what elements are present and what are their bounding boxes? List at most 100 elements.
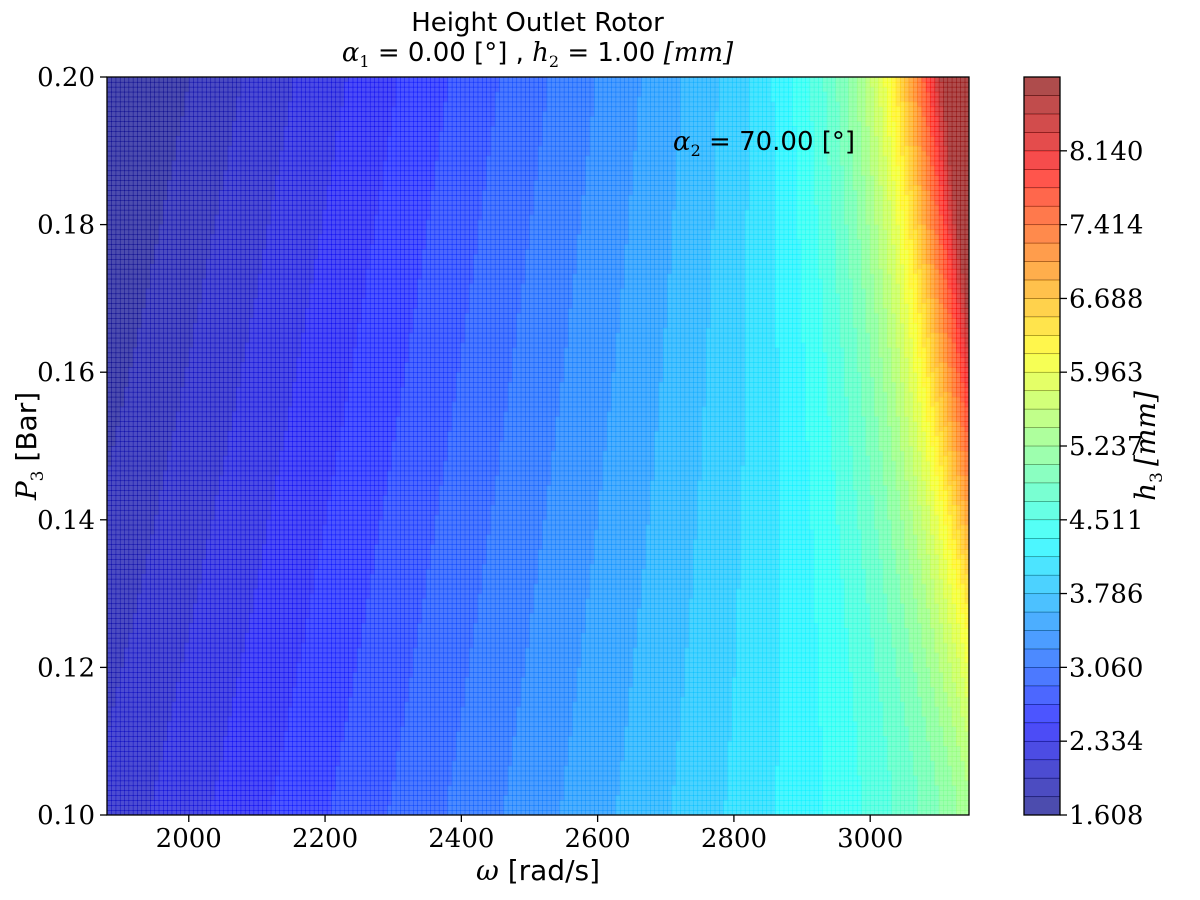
contour-cell [236, 367, 242, 373]
contour-cell [163, 121, 168, 127]
contour-cell [219, 337, 224, 344]
contour-cell [210, 77, 216, 83]
contour-cell [193, 628, 199, 634]
contour-cell [137, 667, 143, 673]
contour-cell [197, 692, 203, 698]
contour-cell [158, 288, 164, 295]
contour-cell [128, 77, 134, 83]
contour-cell [115, 441, 121, 447]
contour-cell [201, 470, 207, 477]
contour-cell [236, 416, 242, 422]
contour-cell [223, 406, 229, 413]
contour-cell [171, 701, 177, 708]
contour-cell [119, 386, 125, 393]
contour-cell [206, 500, 212, 506]
contour-cell [188, 731, 194, 737]
contour-cell [180, 190, 186, 196]
contour-cell [180, 706, 186, 713]
contour-cell [167, 377, 173, 383]
contour-cell [124, 224, 130, 231]
contour-cell [180, 377, 186, 383]
contour-cell [124, 480, 130, 486]
contour-cell [240, 509, 246, 516]
contour-cell [141, 485, 147, 491]
contour-cell [240, 136, 246, 142]
contour-cell [141, 224, 147, 231]
contour-cell [163, 382, 168, 388]
contour-cell [175, 259, 181, 265]
contour-cell [119, 716, 125, 723]
contour-cell [227, 706, 233, 713]
contour-cell [137, 721, 143, 728]
contour-cell [128, 593, 134, 600]
contour-cell [236, 701, 242, 708]
contour-cell [145, 244, 151, 250]
contour-cell [231, 495, 237, 501]
contour-cell [184, 288, 190, 295]
contour-cell [158, 716, 164, 723]
contour-cell [137, 165, 143, 172]
contour-cell [180, 259, 186, 265]
contour-cell [197, 554, 203, 560]
contour-cell [210, 426, 216, 432]
contour-cell [137, 293, 143, 299]
contour-cell [193, 692, 199, 698]
contour-cell [223, 662, 229, 668]
contour-cell [124, 96, 130, 103]
contour-cell [107, 303, 112, 309]
contour-cell [223, 209, 229, 216]
contour-cell [158, 495, 164, 501]
contour-cell [201, 573, 207, 580]
contour-cell [193, 391, 199, 398]
contour-cell [227, 367, 233, 373]
contour-cell [145, 652, 151, 659]
contour-cell [111, 337, 117, 344]
contour-cell [175, 696, 181, 703]
contour-cell [145, 91, 151, 98]
contour-cell [119, 106, 125, 113]
contour-cell [141, 332, 147, 339]
contour-cell [124, 150, 130, 157]
contour-cell [240, 150, 246, 157]
contour-cell [219, 628, 224, 634]
contour-cell [175, 190, 181, 196]
contour-cell [132, 263, 138, 270]
contour-cell [145, 593, 151, 600]
contour-cell [150, 716, 156, 723]
contour-cell [154, 367, 160, 373]
contour-cell [158, 386, 164, 393]
contour-cell [210, 495, 216, 501]
contour-cell [219, 785, 224, 791]
contour-cell [201, 283, 207, 290]
contour-cell [119, 564, 125, 570]
contour-cell [223, 283, 229, 290]
contour-cell [124, 554, 130, 560]
contour-cell [115, 593, 121, 600]
contour-cell [227, 509, 233, 516]
contour-cell [227, 411, 233, 418]
contour-cell [175, 687, 181, 693]
contour-cell [227, 219, 233, 226]
contour-cell [175, 436, 181, 442]
contour-cell [227, 386, 233, 393]
contour-cell [240, 810, 246, 815]
contour-cell [197, 805, 203, 811]
contour-cell [111, 263, 117, 270]
contour-cell [171, 91, 177, 98]
contour-cell [107, 711, 112, 718]
contour-cell [163, 180, 168, 186]
contour-cell [150, 573, 156, 580]
contour-cell [188, 509, 194, 516]
contour-cell [163, 263, 168, 270]
contour-cell [107, 662, 112, 668]
contour-cell [163, 696, 168, 703]
contour-cell [137, 450, 143, 457]
contour-cell [175, 480, 181, 486]
contour-cell [132, 204, 138, 211]
contour-cell [132, 573, 138, 580]
contour-cell [145, 588, 151, 595]
contour-cell [119, 81, 125, 88]
contour-cell [184, 682, 190, 688]
contour-cell [180, 86, 186, 93]
contour-cell [171, 549, 177, 555]
